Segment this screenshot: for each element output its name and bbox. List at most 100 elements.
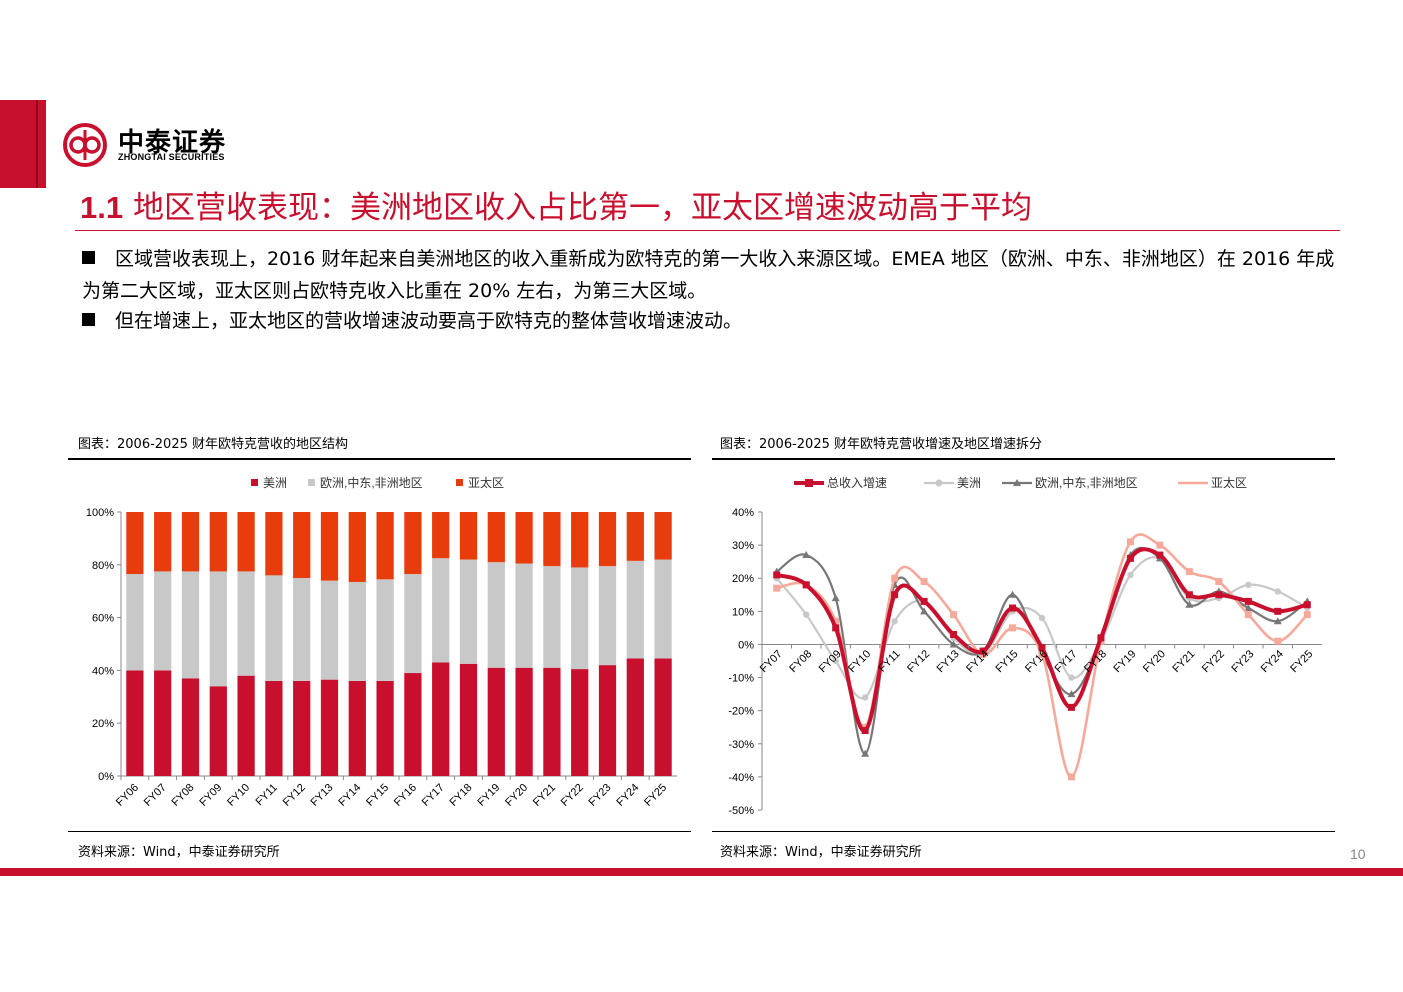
x-tick-label: FY06 xyxy=(114,782,141,809)
x-tick-label: FY24 xyxy=(1259,648,1286,675)
data-point xyxy=(773,584,781,592)
y-tick-label: 100% xyxy=(86,507,114,519)
bar-segment xyxy=(626,658,644,776)
data-point xyxy=(1126,554,1134,562)
bar-segment xyxy=(265,512,283,576)
x-tick-label: FY10 xyxy=(225,782,252,809)
bar-segment xyxy=(543,512,561,567)
y-tick-label: 30% xyxy=(732,540,754,552)
bar-segment xyxy=(320,512,339,581)
bar-segment xyxy=(654,658,672,776)
data-point xyxy=(1009,624,1017,632)
header-accent-bar xyxy=(0,100,46,188)
x-tick-label: FY19 xyxy=(1111,648,1138,675)
data-point xyxy=(1038,650,1046,658)
data-point xyxy=(1245,581,1252,589)
legend-label: 亚太区 xyxy=(468,475,504,490)
bar-segment xyxy=(376,680,394,776)
chart2-source: 资料来源：Wind，中泰证券研究所 xyxy=(720,845,922,860)
data-point xyxy=(891,591,899,599)
data-point xyxy=(1274,588,1281,595)
bullet-text: 区域营收表现上，2016 财年起来自美洲地区的收入重新成为欧特克的第一大收入来源… xyxy=(82,248,1335,302)
x-tick-label: FY13 xyxy=(309,782,336,809)
data-point xyxy=(1038,644,1046,652)
x-tick-label: FY12 xyxy=(905,648,932,675)
legend-swatch xyxy=(251,479,258,486)
bar-segment xyxy=(598,665,617,776)
data-point xyxy=(920,597,928,605)
bar-segment xyxy=(571,669,589,776)
title-divider xyxy=(75,230,1340,231)
data-point xyxy=(950,611,958,619)
data-point xyxy=(802,581,810,589)
bar-segment xyxy=(432,512,450,559)
data-point xyxy=(1038,614,1046,622)
x-tick-label: FY21 xyxy=(1170,648,1197,675)
brand-name: 中泰证券 xyxy=(118,128,227,158)
bullet-2: 但在增速上，亚太地区的营收增速波动要高于欧特克的整体营收增速波动。 xyxy=(82,305,1337,337)
data-point xyxy=(1215,578,1223,586)
page-number: 10 xyxy=(1350,846,1366,862)
x-tick-label: FY15 xyxy=(994,648,1021,675)
series-line xyxy=(776,547,1308,733)
data-point xyxy=(1274,637,1282,645)
bar-segment xyxy=(404,673,422,776)
bar-segment xyxy=(487,512,505,563)
y-tick-label: -10% xyxy=(728,673,754,685)
x-tick-label: FY20 xyxy=(503,782,530,809)
bar-segment xyxy=(348,581,366,681)
legend-label: 欧洲,中东,非洲地区 xyxy=(1035,475,1138,490)
bar-segment xyxy=(432,558,450,663)
bullet-text: 但在增速上，亚太地区的营收增速波动要高于欧特克的整体营收增速波动。 xyxy=(115,310,743,332)
bar-segment xyxy=(237,571,255,676)
data-point xyxy=(1303,601,1311,609)
x-tick-label: FY23 xyxy=(1229,648,1256,675)
data-point xyxy=(1068,674,1075,681)
data-point xyxy=(1274,607,1282,615)
y-tick-label: 10% xyxy=(732,606,754,618)
y-tick-label: 0% xyxy=(98,771,114,783)
page-title: 1.1 地区营收表现：美洲地区收入占比第一，亚太区增速波动高于平均 xyxy=(80,182,1032,227)
x-tick-label: FY18 xyxy=(448,782,475,809)
legend-label: 总收入增速 xyxy=(827,476,887,490)
bar-segment xyxy=(543,566,561,668)
data-point xyxy=(1127,571,1134,579)
data-point xyxy=(1067,773,1075,781)
footer-red-bar xyxy=(0,868,1403,876)
brand-name-en: ZHONGTAI SECURITIES xyxy=(118,152,225,162)
x-tick-label: FY23 xyxy=(587,782,614,809)
y-tick-label: 60% xyxy=(92,613,114,625)
x-tick-label: FY15 xyxy=(364,782,391,809)
data-point xyxy=(1126,538,1134,546)
bar-segment xyxy=(209,512,227,572)
y-tick-label: 40% xyxy=(92,665,114,677)
y-tick-label: 20% xyxy=(92,718,114,730)
data-point xyxy=(891,574,899,582)
bar-segment xyxy=(265,575,283,681)
y-tick-label: 0% xyxy=(738,639,754,651)
bar-segment xyxy=(404,512,422,575)
bar-segment xyxy=(459,663,478,776)
data-point xyxy=(979,647,987,655)
data-point xyxy=(1156,551,1164,559)
bar-segment xyxy=(181,512,200,572)
page-title-text: 地区营收表现：美洲地区收入占比第一，亚太区增速波动高于平均 xyxy=(132,190,1032,226)
bar-segment xyxy=(543,667,561,776)
bar-segment xyxy=(459,512,478,560)
bar-segment xyxy=(154,571,172,671)
bar-segment xyxy=(515,667,533,776)
x-tick-label: FY25 xyxy=(642,782,669,809)
y-tick-label: 80% xyxy=(92,560,114,572)
bar-segment xyxy=(598,512,617,567)
data-point xyxy=(1273,617,1282,625)
x-tick-label: FY24 xyxy=(614,782,641,809)
data-point xyxy=(831,594,840,602)
data-point xyxy=(950,631,958,639)
x-tick-label: FY17 xyxy=(420,782,447,809)
series-line xyxy=(775,556,1308,700)
data-point xyxy=(891,618,898,625)
y-tick-label: 20% xyxy=(732,573,754,585)
chart2-top-rule xyxy=(712,458,1335,460)
x-tick-label: FY20 xyxy=(1141,648,1168,675)
